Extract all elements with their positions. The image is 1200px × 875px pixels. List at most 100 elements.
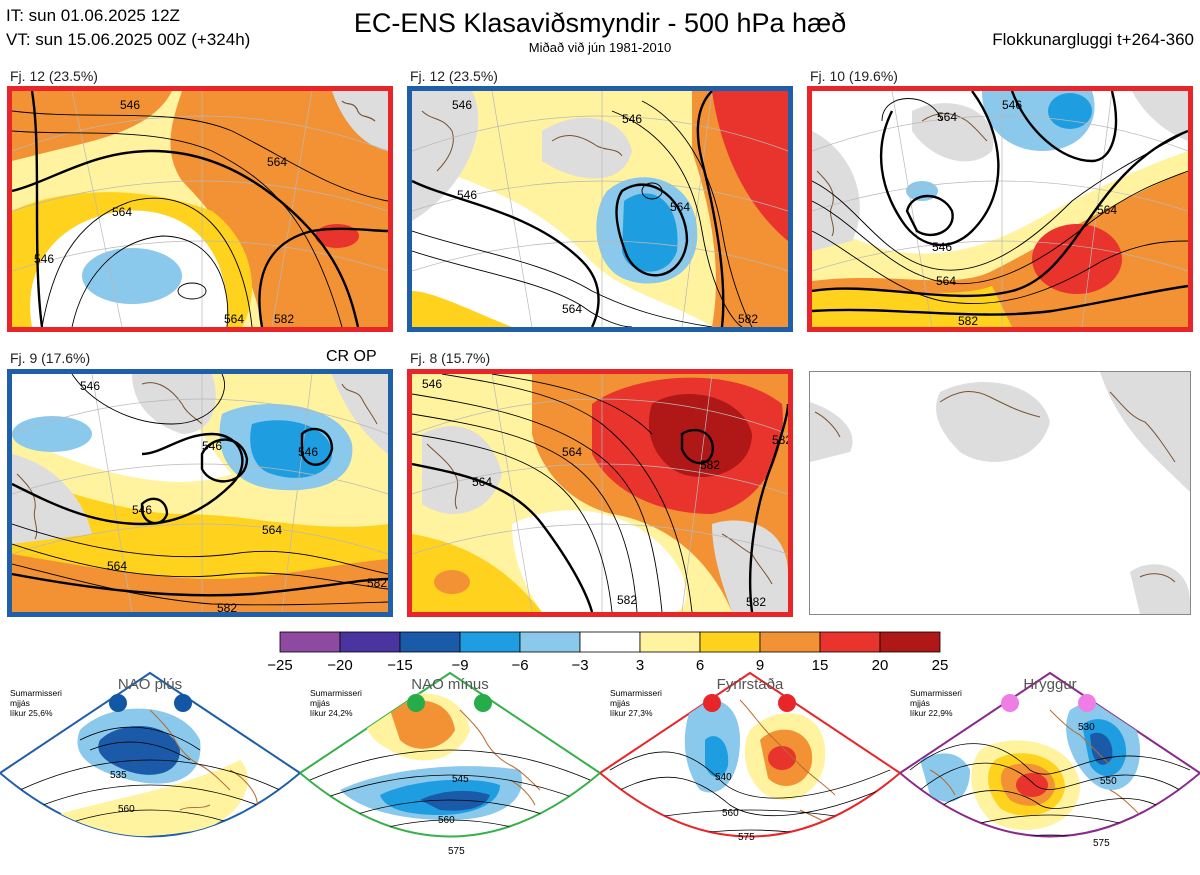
colorbar-tick-label: 9 bbox=[756, 657, 764, 674]
cluster-map-3: 564 546 546 564 564 582 bbox=[812, 91, 1188, 327]
colorbar-tick-label: −15 bbox=[387, 657, 412, 674]
panel-3-contour-label: 546 bbox=[1002, 98, 1022, 112]
panel-5-contour-label: 582 bbox=[772, 433, 788, 447]
panel-2-contour-label: 546 bbox=[622, 112, 642, 126]
colorbar-tick-label: 15 bbox=[812, 657, 829, 674]
panel-3-contour-label: 564 bbox=[937, 110, 957, 124]
panel-1-contour-label: 564 bbox=[112, 205, 132, 219]
initial-time: IT: sun 01.06.2025 12Z bbox=[6, 6, 180, 25]
panel-1-contour-label: 564 bbox=[267, 155, 287, 169]
regime-nao-minus-contour-label: 560 bbox=[438, 815, 455, 826]
panel-5-contour-label: 582 bbox=[700, 458, 720, 472]
regime-note-months: mjjás bbox=[310, 698, 330, 708]
regime-note-season: Sumarmisseri bbox=[910, 688, 962, 698]
panel-4-label: Fj. 9 (17.6%) bbox=[10, 350, 91, 366]
regime-ridge-dot bbox=[1078, 694, 1096, 712]
regime-blocking: 540 560 575 Fyrirstaða Sumarmisseri mjjá… bbox=[598, 670, 902, 870]
colorbar-tick-label: 6 bbox=[696, 657, 704, 674]
cluster-map-panel-5: 546 564 564 582 582 582 582 bbox=[407, 369, 793, 617]
regime-blocking-contour-label: 560 bbox=[722, 808, 739, 819]
regime-note-probability: líkur 24,2% bbox=[310, 708, 353, 718]
regime-nao-minus: 545 560 575 NAO mínus Sumarmisseri mjjás… bbox=[298, 670, 602, 870]
page-title: EC-ENS Klasaviðsmyndir - 500 hPa hæð bbox=[353, 8, 847, 38]
panel-4-extra-label: CR OP bbox=[326, 348, 377, 365]
panel-4-contour-label: 546 bbox=[202, 439, 222, 453]
panel-1-contour-label: 546 bbox=[34, 252, 54, 266]
regime-ridge-contour-label: 575 bbox=[1093, 838, 1110, 849]
cluster-map-panel-4: 546 546 546 546 564 564 582 582 bbox=[7, 369, 393, 617]
regime-blocking-map: 540 560 575 bbox=[598, 671, 902, 843]
panel-1-contour-label: 582 bbox=[274, 312, 294, 326]
regime-nao-minus-contour-label: 575 bbox=[448, 846, 465, 857]
panel-3-contour-label: 582 bbox=[958, 314, 978, 327]
colorbar-segment bbox=[339, 631, 401, 653]
panel-2-contour-label: 546 bbox=[452, 98, 472, 112]
regime-note-season: Sumarmisseri bbox=[10, 688, 62, 698]
colorbar-segment bbox=[459, 631, 521, 653]
colorbar-segment bbox=[819, 631, 881, 653]
regime-ridge: 530 550 575 Hryggur Sumarmisseri mjjás l… bbox=[898, 670, 1200, 870]
regime-nao-plus-map: 535 560 bbox=[0, 671, 302, 838]
panel-4-contour-label: 546 bbox=[132, 503, 152, 517]
regime-blocking-dot bbox=[703, 694, 721, 712]
cluster-map-panel-3: 564 546 546 564 564 582 bbox=[807, 86, 1193, 332]
colorbar-segment bbox=[699, 631, 761, 653]
regime-nao-minus-note: Sumarmisseri mjjás líkur 24,2% bbox=[310, 688, 362, 718]
regime-blocking-title: Fyrirstaða bbox=[716, 676, 784, 693]
regime-nao-plus: 535 560 NAO plús Sumarmisseri mjjás líku… bbox=[0, 670, 302, 870]
regime-note-probability: líkur 25,6% bbox=[10, 708, 53, 718]
panel-5-contour-label: 582 bbox=[746, 595, 766, 609]
regime-blocking-note: Sumarmisseri mjjás líkur 27,3% bbox=[610, 688, 662, 718]
panel-4-contour-label: 564 bbox=[262, 523, 282, 537]
regime-nao-plus-note: Sumarmisseri mjjás líkur 25,6% bbox=[10, 688, 62, 718]
regime-nao-plus-contour-label: 535 bbox=[110, 770, 127, 781]
regime-nao-plus-dot bbox=[174, 694, 192, 712]
regime-note-months: mjjás bbox=[910, 698, 930, 708]
colorbar-tick-label: −25 bbox=[267, 657, 292, 674]
regime-nao-plus-dot bbox=[109, 694, 127, 712]
panel-4-contour-label: 546 bbox=[298, 445, 318, 459]
regime-ridge-map: 530 550 575 bbox=[898, 671, 1200, 849]
colorbar-tick-label: −3 bbox=[571, 657, 588, 674]
empty-map bbox=[810, 372, 1190, 614]
regime-note-probability: líkur 27,3% bbox=[610, 708, 653, 718]
regime-ridge-dot bbox=[1001, 694, 1019, 712]
panel-1-contour-label: 564 bbox=[224, 312, 244, 326]
page-subtitle: Miðað við jún 1981-2010 bbox=[528, 40, 672, 55]
regime-note-probability: líkur 22,9% bbox=[910, 708, 953, 718]
panel-5-label: Fj. 8 (15.7%) bbox=[410, 350, 491, 366]
panel-2-label: Fj. 12 (23.5%) bbox=[410, 68, 498, 84]
panel-2-contour-label: 582 bbox=[738, 312, 758, 326]
colorbar-segment bbox=[759, 631, 821, 653]
regime-note-season: Sumarmisseri bbox=[610, 688, 662, 698]
regime-nao-plus-title: NAO plús bbox=[117, 676, 183, 693]
panel-4-contour-label: 582 bbox=[217, 601, 237, 612]
panel-4-contour-label: 582 bbox=[367, 576, 387, 590]
regime-nao-minus-map: 545 560 575 bbox=[298, 671, 602, 857]
cluster-map-5: 546 564 564 582 582 582 582 bbox=[412, 374, 788, 612]
valid-time: VT: sun 15.06.2025 00Z (+324h) bbox=[6, 30, 251, 49]
cluster-map-2: 546 546 546 564 564 582 bbox=[412, 91, 788, 327]
regime-note-season: Sumarmisseri bbox=[310, 688, 362, 698]
panel-5-contour-label: 564 bbox=[472, 475, 492, 489]
regime-blocking-contour-label: 540 bbox=[715, 772, 732, 783]
panel-2-contour-label: 564 bbox=[670, 200, 690, 214]
regime-nao-minus-dot bbox=[407, 694, 425, 712]
regime-ridge-note: Sumarmisseri mjjás líkur 22,9% bbox=[910, 688, 962, 718]
colorbar-segment bbox=[879, 631, 941, 653]
colorbar-segment bbox=[399, 631, 461, 653]
panel-5-contour-label: 546 bbox=[422, 377, 442, 391]
panel-3-contour-label: 564 bbox=[1097, 203, 1117, 217]
colorbar-tick-label: 25 bbox=[932, 657, 949, 674]
colorbar-tick-label: 3 bbox=[636, 657, 644, 674]
regime-note-months: mjjás bbox=[10, 698, 30, 708]
regime-blocking-contour-label: 575 bbox=[738, 832, 755, 843]
regime-nao-minus-title: NAO mínus bbox=[411, 676, 489, 693]
colorbar-tick-label: −9 bbox=[451, 657, 468, 674]
empty-map-panel bbox=[809, 371, 1191, 615]
colorbar-segment bbox=[579, 631, 641, 653]
cluster-map-panel-1: 546 564 564 546 564 582 bbox=[7, 86, 393, 332]
colorbar-segment bbox=[279, 631, 341, 653]
cluster-map-1: 546 564 564 546 564 582 bbox=[12, 91, 388, 327]
panel-3-contour-label: 546 bbox=[932, 240, 952, 254]
